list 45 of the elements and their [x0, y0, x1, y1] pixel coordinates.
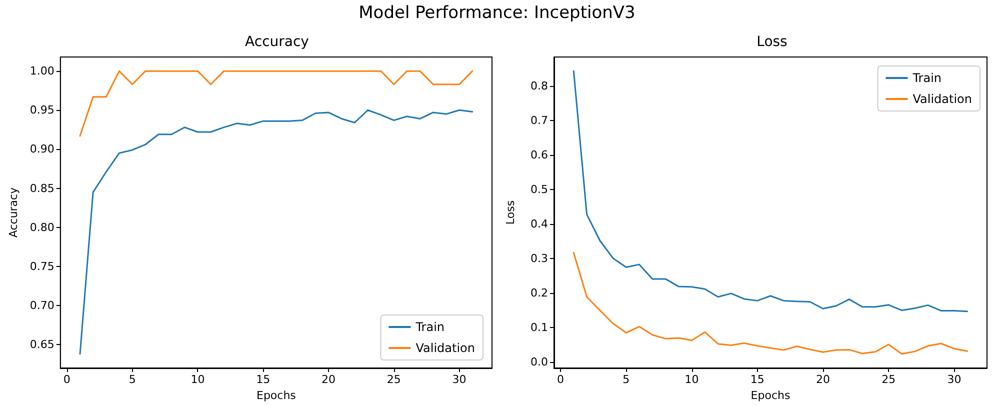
chart-title: Loss: [756, 34, 788, 50]
x-tick-label: 5: [128, 373, 136, 386]
y-tick-label: 0.4: [530, 218, 548, 231]
y-tick-label: 0.2: [530, 286, 548, 300]
x-tick-label: 20: [816, 373, 830, 386]
legend-label: Validation: [912, 92, 972, 106]
y-tick-label: 0.90: [30, 142, 54, 156]
y-tick-label: 0.65: [30, 338, 54, 352]
y-tick-label: 0.70: [30, 298, 54, 312]
legend-label: Train: [912, 71, 942, 85]
x-tick-label: 25: [882, 373, 896, 386]
x-tick-label: 10: [684, 373, 699, 386]
y-tick-label: 0.6: [530, 148, 548, 162]
x-tick-label: 0: [557, 373, 564, 386]
x-tick-label: 25: [386, 373, 401, 386]
y-axis-title: Accuracy: [7, 186, 20, 238]
x-tick-label: 10: [190, 373, 205, 386]
line-series: [572, 252, 968, 355]
y-tick-label: 0.75: [30, 260, 54, 273]
x-tick-label: 0: [63, 373, 70, 386]
x-tick-label: 5: [622, 373, 630, 386]
chart-title: Accuracy: [245, 34, 309, 50]
y-tick-label: 0.0: [530, 356, 548, 369]
y-tick-label: 0.85: [30, 182, 54, 195]
line-series: [79, 70, 474, 137]
x-tick-label: 15: [256, 373, 270, 386]
y-tick-label: 1.00: [30, 64, 54, 78]
y-tick-label: 0.3: [530, 252, 548, 266]
y-tick-label: 0.1: [530, 321, 548, 334]
y-tick-label: 0.80: [30, 220, 54, 234]
legend-label: Train: [414, 320, 445, 334]
x-tick-label: 15: [750, 373, 764, 386]
y-tick-label: 0.5: [530, 183, 548, 196]
y-tick-label: 0.8: [530, 79, 548, 92]
legend-label: Validation: [416, 341, 476, 355]
x-tick-label: 30: [452, 373, 466, 386]
x-axis-title: Epochs: [750, 389, 790, 402]
y-tick-label: 0.7: [530, 114, 548, 128]
line-series: [79, 109, 474, 355]
x-tick-label: 30: [947, 373, 962, 386]
y-tick-label: 0.95: [30, 104, 54, 117]
x-tick-label: 20: [322, 373, 336, 386]
x-axis-title: Epochs: [256, 389, 296, 402]
text: Model Performance: InceptionV3: [358, 3, 636, 23]
y-axis-title: Loss: [504, 200, 517, 225]
